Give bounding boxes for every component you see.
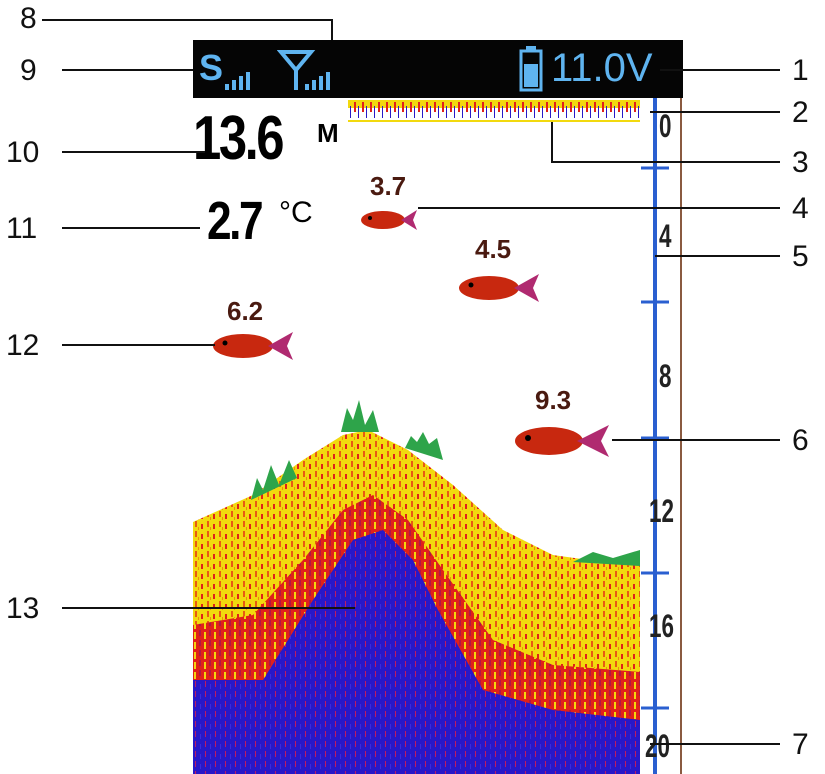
callout-number: 3 (792, 146, 809, 179)
callout-number: 1 (792, 54, 809, 87)
fish-icon (459, 274, 539, 302)
fish-depth-label: 6.2 (227, 296, 264, 326)
depth-tick-label: 4 (659, 218, 672, 254)
callout-number: 11 (6, 212, 38, 245)
surface-clutter (348, 100, 640, 122)
depth-tick-label: 8 (659, 358, 672, 394)
callout-number: 2 (792, 96, 809, 129)
depth-tick-label: 20 (645, 728, 670, 764)
callout-number: 9 (20, 54, 37, 87)
sonar-display (193, 98, 682, 774)
status-bar: S 11.0V (193, 40, 683, 98)
callout-number: 13 (6, 592, 40, 625)
callout-number: 6 (792, 424, 809, 457)
bottom-blue-layer (193, 530, 640, 774)
weed-cluster (405, 432, 443, 460)
fish-depth-label: 4.5 (475, 234, 512, 264)
depth-tick-label: 12 (649, 493, 674, 529)
depth-unit: M (317, 118, 339, 148)
callout-number: 10 (6, 136, 40, 169)
callout-number: 12 (6, 329, 40, 362)
depth-scale-ticks (641, 166, 669, 710)
battery-icon (519, 46, 543, 92)
depth-tick-label: 0 (659, 108, 672, 144)
weed-cluster (573, 550, 640, 566)
fish-icon (361, 210, 417, 230)
temperature-value: 2.7 (207, 191, 264, 251)
depth-value: 13.6 (193, 104, 285, 173)
battery-voltage: 11.0V (551, 46, 653, 90)
antenna-signal-icon (277, 50, 330, 90)
callout-number: 8 (20, 2, 37, 35)
sonar-signal-label: S (199, 47, 224, 88)
callout-number: 4 (792, 192, 809, 225)
temperature-unit: °C (279, 196, 313, 229)
fish-icon (515, 425, 609, 457)
callout-number: 5 (792, 240, 809, 273)
sonar-signal-bars-icon (225, 72, 250, 90)
weed-cluster (341, 400, 379, 432)
fish-depth-label: 9.3 (535, 385, 572, 415)
weed-cluster (251, 460, 297, 500)
fishfinder-screen: S 11.0V 13.6 M 2.7 °C (193, 40, 683, 774)
callout-number: 7 (792, 728, 809, 761)
depth-tick-label: 16 (649, 608, 674, 644)
fish-depth-label: 3.7 (370, 171, 407, 201)
fish-icon (213, 332, 293, 360)
